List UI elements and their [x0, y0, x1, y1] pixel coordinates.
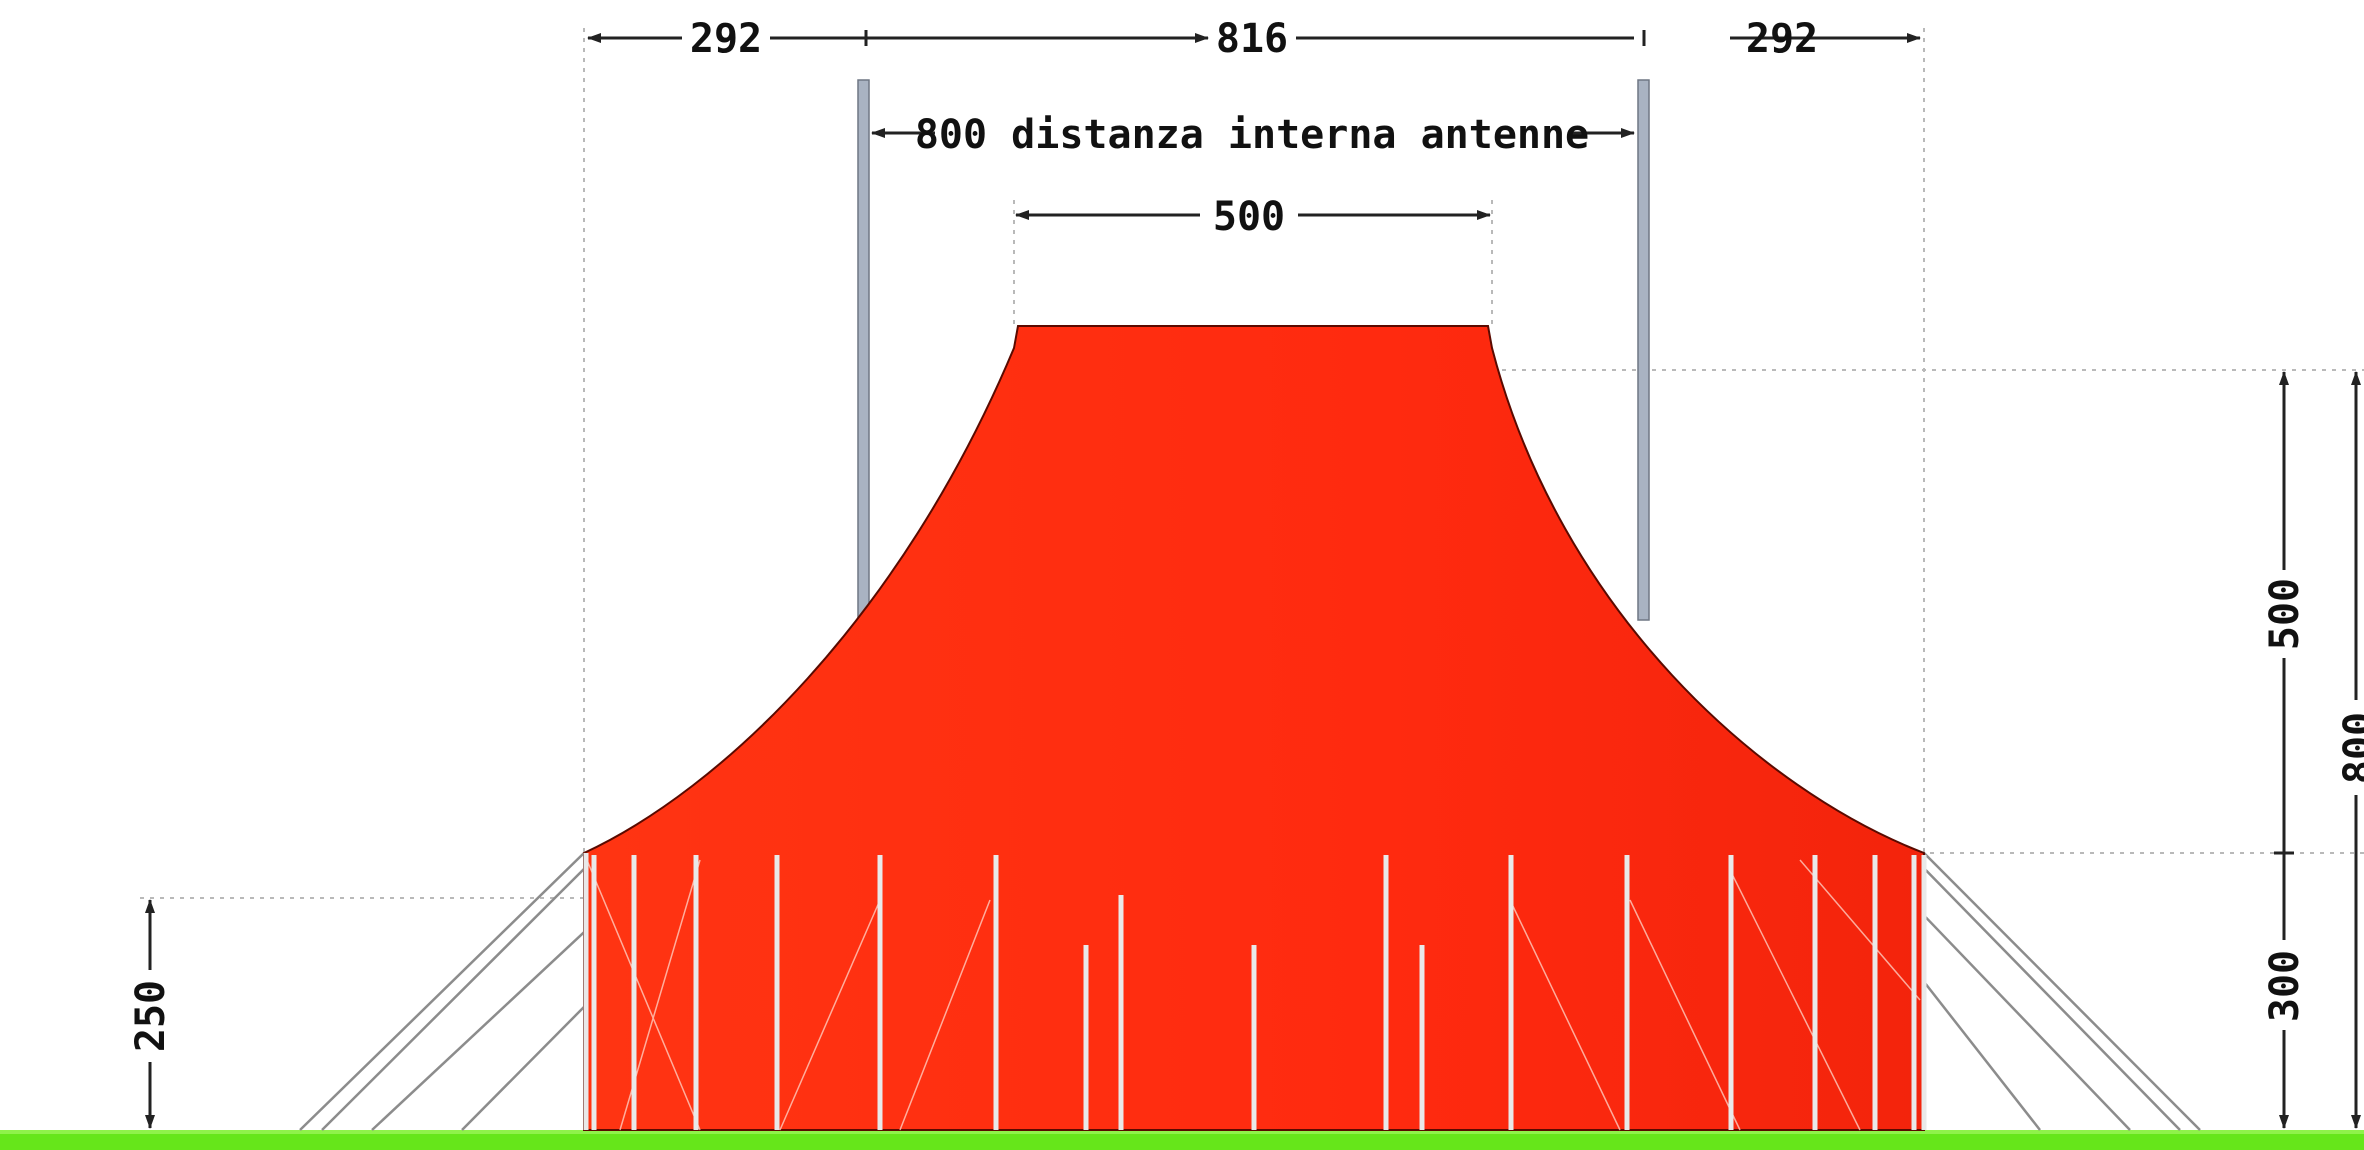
ground-strip — [0, 1130, 2364, 1150]
dim-right-upper: 500 — [2262, 578, 2308, 650]
dim-right-span: 292 — [1746, 16, 1818, 62]
ground-highlight — [0, 1130, 2364, 1134]
antenna-left — [857, 79, 870, 621]
wall-poles — [583, 853, 1927, 1130]
top-width-dimension: 500 — [1015, 194, 1491, 240]
dim-left-span: 292 — [690, 16, 762, 62]
left-height-dimension: 250 — [128, 899, 174, 1129]
dim-right-lower: 300 — [2262, 950, 2308, 1022]
wall-frame-lines — [583, 852, 1921, 1131]
top-dimension-line: 292 816 292 — [587, 16, 1921, 62]
dim-antenna-distance: 800 distanza interna antenne — [915, 112, 1589, 158]
antenna-right — [1637, 79, 1650, 621]
antenna-distance-dimension: 800 distanza interna antenne — [871, 112, 1635, 158]
dim-center-span: 816 — [1216, 16, 1288, 62]
right-inner-dimension: 500 300 — [2262, 371, 2308, 1129]
right-outer-dimension: 800 — [2336, 371, 2364, 1129]
dim-top-width: 500 — [1213, 194, 1285, 240]
dim-right-total: 800 — [2336, 712, 2364, 784]
tent-fabric — [583, 325, 1925, 1131]
dim-left-wall-height: 250 — [128, 980, 174, 1052]
